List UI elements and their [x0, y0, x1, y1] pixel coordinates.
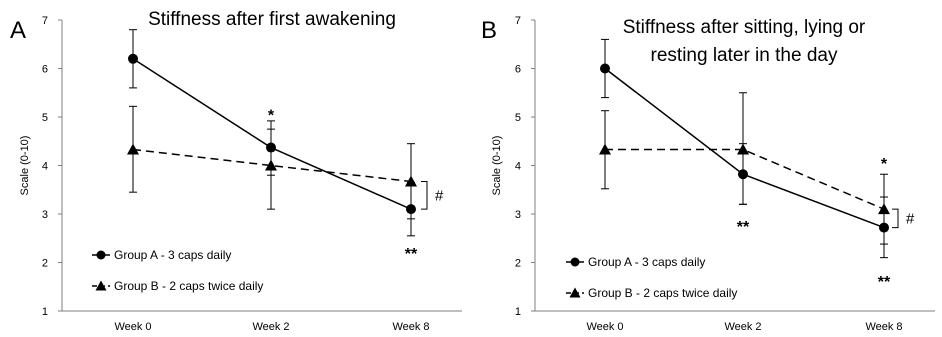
panel-a-legend-b-marker — [95, 280, 107, 291]
panel-a-x-tick-2: Week 2 — [252, 321, 289, 333]
panel-a-bracket-label: # — [435, 187, 444, 204]
panel-a-legend-b-label: Group B - 2 caps twice daily — [114, 279, 263, 293]
panel-a-annotation-1: * — [268, 108, 275, 125]
panel-a-y-tick-2: 2 — [42, 258, 48, 270]
panel-a-y-tick-1: 1 — [42, 306, 48, 318]
panel-b-series-a-point-1 — [600, 63, 610, 74]
panel-a-letter: A — [10, 17, 26, 44]
panel-a-x-tick-1: Week 0 — [114, 321, 151, 333]
panel-b-legend-b-marker — [569, 287, 581, 298]
panel-a-series-b-point-2 — [265, 159, 277, 171]
panel-b-title-line-2: resting later in the day — [651, 45, 838, 66]
panel-a-legend-a-label: Group A - 3 caps daily — [114, 248, 231, 262]
panel-b-annotation-1: ** — [737, 219, 750, 236]
panel-b-y-tick-5: 5 — [515, 112, 521, 124]
panel-a-series-a-point-1 — [128, 53, 138, 64]
panel-a-legend-a-marker — [96, 250, 106, 260]
panel-a-significance-bracket — [421, 181, 428, 210]
panel-b-legend-b-label: Group B - 2 caps twice daily — [588, 286, 737, 300]
panel-b-y-tick-6: 6 — [515, 64, 521, 76]
panel-b-series-b-point-2 — [737, 143, 749, 155]
panel-b-series-b-point-1 — [599, 143, 611, 155]
panel-b-annotation-2: * — [881, 156, 888, 173]
panel-b-y-tick-3: 3 — [515, 209, 521, 221]
panel-b-letter: B — [481, 17, 497, 44]
panel-a-series-b-point-3 — [405, 175, 417, 187]
panel-b-x-tick-2: Week 2 — [724, 321, 761, 333]
panel-b-annotation-3: ** — [878, 274, 891, 291]
panel-b-y-tick-4: 4 — [515, 161, 521, 173]
panel-b-bracket-label: # — [906, 210, 915, 227]
panel-a-series-b-line — [132, 148, 412, 183]
panel-a-series-b-point-1 — [127, 143, 139, 155]
panel-a-y-tick-6: 6 — [42, 64, 48, 76]
panel-b-y-label: Scale (0-10) — [491, 136, 503, 196]
panel-a-y-label: Scale (0-10) — [19, 136, 31, 196]
panel-a-y-tick-5: 5 — [42, 112, 48, 124]
panel-a-title-line-1: Stiffness after first awakening — [148, 9, 396, 30]
panel-a-y-tick-3: 3 — [42, 209, 48, 221]
panel-a-annotation-2: ** — [405, 246, 418, 263]
panel-b-legend-a-label: Group A - 3 caps daily — [588, 255, 705, 269]
panel-a-x-tick-3: Week 8 — [392, 321, 429, 333]
panel-b-y-tick-2: 2 — [515, 258, 521, 270]
panel-a-y-tick-7: 7 — [42, 15, 48, 27]
panel-b-series-b-point-3 — [878, 203, 890, 215]
panel-b-y-tick-1: 1 — [515, 306, 521, 318]
panel-b-title-line-1: Stiffness after sitting, lying or — [623, 17, 866, 38]
panel-b-legend-a-marker — [570, 257, 580, 267]
panel-a-y-tick-4: 4 — [42, 161, 48, 173]
panel-b-series-b-line — [605, 148, 885, 210]
panel-b-y-tick-7: 7 — [515, 15, 521, 27]
panel-b-significance-bracket — [892, 208, 899, 229]
panel-b-x-tick-1: Week 0 — [586, 321, 623, 333]
panel-b-x-tick-3: Week 8 — [865, 321, 902, 333]
panel-a-series-a-line — [132, 58, 412, 210]
